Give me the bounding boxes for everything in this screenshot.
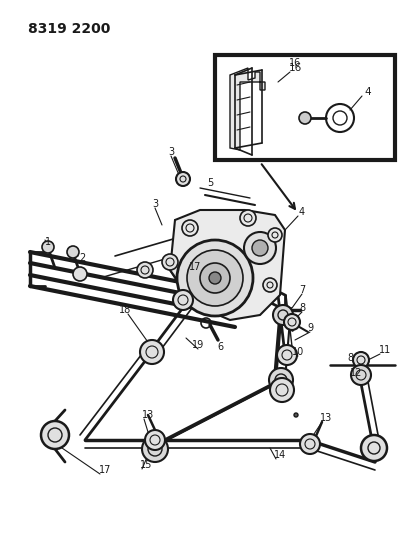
Circle shape (209, 272, 220, 284)
Text: 8319 2200: 8319 2200 (28, 22, 110, 36)
Text: 3: 3 (152, 199, 158, 209)
Polygon shape (170, 210, 284, 320)
Text: 10: 10 (291, 347, 303, 357)
Text: 9: 9 (306, 323, 312, 333)
Circle shape (352, 352, 368, 368)
Text: 3: 3 (168, 147, 174, 157)
Text: 17: 17 (189, 262, 201, 272)
Circle shape (200, 263, 229, 293)
Circle shape (42, 241, 54, 253)
Circle shape (252, 240, 267, 256)
Text: 4: 4 (364, 87, 371, 97)
Circle shape (360, 435, 386, 461)
Text: 7: 7 (298, 285, 304, 295)
Circle shape (268, 368, 292, 392)
Polygon shape (229, 68, 264, 150)
Text: 17: 17 (99, 465, 111, 475)
Text: 12: 12 (349, 368, 361, 378)
Circle shape (239, 210, 255, 226)
Text: 16: 16 (288, 58, 300, 68)
Circle shape (175, 172, 189, 186)
Circle shape (276, 345, 296, 365)
Text: 2: 2 (79, 253, 85, 263)
Text: 5: 5 (207, 178, 213, 188)
Circle shape (41, 421, 69, 449)
Circle shape (139, 340, 164, 364)
Text: 6: 6 (216, 342, 222, 352)
Text: 15: 15 (139, 460, 152, 470)
Circle shape (350, 365, 370, 385)
Circle shape (182, 220, 198, 236)
Text: 4: 4 (298, 207, 304, 217)
Circle shape (272, 305, 292, 325)
Circle shape (262, 278, 276, 292)
Text: 18: 18 (119, 305, 131, 315)
Circle shape (142, 436, 168, 462)
Circle shape (270, 378, 293, 402)
Circle shape (298, 112, 310, 124)
Text: 14: 14 (273, 450, 285, 460)
Text: 16: 16 (288, 63, 301, 73)
Circle shape (162, 254, 178, 270)
Text: 8: 8 (298, 303, 304, 313)
Circle shape (187, 250, 243, 306)
Circle shape (145, 430, 164, 450)
Circle shape (267, 228, 281, 242)
Text: 11: 11 (378, 345, 390, 355)
Circle shape (243, 232, 275, 264)
Bar (214, 55, 394, 160)
Text: 1: 1 (45, 237, 51, 247)
Circle shape (293, 413, 297, 417)
Circle shape (73, 267, 87, 281)
Text: 13: 13 (319, 413, 331, 423)
Circle shape (283, 314, 299, 330)
Text: 13: 13 (142, 410, 154, 420)
Circle shape (67, 246, 79, 258)
Text: 8: 8 (346, 353, 352, 363)
Circle shape (299, 434, 319, 454)
Circle shape (173, 290, 193, 310)
Text: 19: 19 (191, 340, 204, 350)
Circle shape (137, 262, 153, 278)
Circle shape (177, 240, 252, 316)
